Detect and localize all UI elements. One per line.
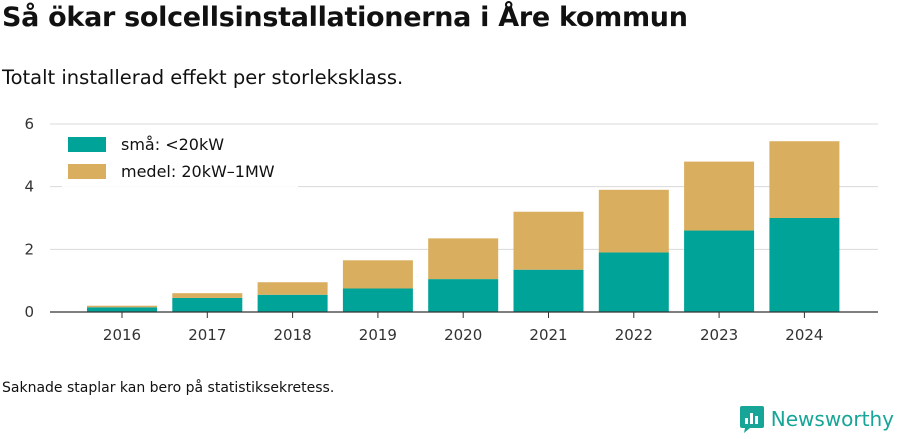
legend-label: medel: 20kW–1MW	[121, 162, 275, 181]
x-tick-label: 2020	[444, 326, 482, 344]
brand-name: Newsworthy	[770, 407, 894, 431]
bar-segment-small-2021[interactable]	[513, 269, 584, 312]
y-tick-label: 0	[24, 303, 34, 321]
bar-segment-small-2024[interactable]	[769, 218, 840, 312]
x-axis-ticks: 2016 2017 2018 2019 2020 2021 2022 2023 2024	[103, 312, 823, 344]
legend: små: <20kW medel: 20kW–1MW	[62, 130, 298, 188]
x-tick-label: 2018	[274, 326, 312, 344]
legend-swatch	[68, 164, 106, 179]
bar-segment-medium-2022[interactable]	[598, 189, 669, 253]
x-tick-label: 2023	[700, 326, 738, 344]
bar-segment-medium-2018[interactable]	[257, 282, 328, 295]
bar-segment-medium-2017[interactable]	[172, 293, 243, 298]
bar-segment-small-2017[interactable]	[172, 297, 243, 312]
y-tick-label: 6	[24, 115, 34, 133]
bar-segment-medium-2020[interactable]	[428, 238, 499, 280]
x-tick-label: 2024	[785, 326, 823, 344]
chart-title: Så ökar solcellsinstallationerna i Åre k…	[2, 2, 688, 33]
bar-segment-small-2019[interactable]	[342, 288, 413, 313]
x-tick-label: 2022	[615, 326, 653, 344]
brand-logo[interactable]: Newsworthy	[739, 405, 894, 433]
bar-segment-small-2016[interactable]	[87, 307, 157, 312]
y-tick-label: 2	[24, 240, 34, 258]
footnote: Saknade staplar kan bero på statistiksek…	[2, 380, 335, 396]
bar-segment-medium-2024[interactable]	[769, 141, 840, 218]
x-tick-label: 2021	[529, 326, 567, 344]
legend-swatch	[68, 137, 106, 152]
y-axis-ticks: 0 2 4 6	[24, 115, 34, 321]
bar-segment-medium-2016[interactable]	[87, 305, 157, 308]
bar-segment-small-2023[interactable]	[684, 230, 755, 312]
bar-segment-medium-2021[interactable]	[513, 211, 584, 270]
bar-segment-small-2020[interactable]	[428, 279, 499, 312]
stacked-bar-chart: 0 2 4 6 2016 2017 2018 2019 2020 2021 2022 2023 202…	[24, 115, 878, 344]
bar-segment-medium-2023[interactable]	[684, 161, 755, 231]
x-tick-label: 2016	[103, 326, 141, 344]
x-tick-label: 2019	[359, 326, 397, 344]
chart-subtitle: Totalt installerad effekt per storlekskl…	[2, 66, 404, 89]
legend-label: små: <20kW	[121, 135, 224, 154]
y-tick-label: 4	[24, 178, 34, 196]
bars	[87, 141, 840, 313]
x-tick-label: 2017	[188, 326, 226, 344]
bar-segment-small-2022[interactable]	[598, 252, 669, 312]
bar-segment-small-2018[interactable]	[257, 294, 328, 312]
bar-segment-medium-2019[interactable]	[342, 260, 413, 289]
newsworthy-logo-icon	[739, 406, 764, 433]
